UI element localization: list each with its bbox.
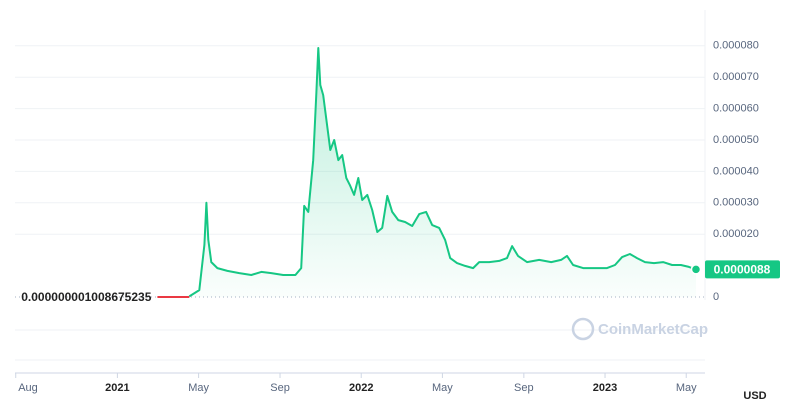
y-tick-label: 0.000040 bbox=[713, 165, 759, 177]
currency-label: USD bbox=[743, 390, 766, 402]
x-tick-label: Sep bbox=[270, 382, 290, 394]
price-line bbox=[188, 47, 697, 298]
last-price-dot bbox=[690, 264, 702, 275]
y-tick-label: 0.000070 bbox=[713, 71, 759, 83]
x-tick-label: 2021 bbox=[105, 382, 129, 394]
y-tick-label: 0.000060 bbox=[713, 103, 759, 115]
x-tick-label: May bbox=[432, 382, 453, 394]
y-tick-label: 0.000020 bbox=[713, 228, 759, 240]
x-tick-label: Sep bbox=[514, 382, 534, 394]
x-tick-label: 2022 bbox=[349, 382, 373, 394]
y-tick-label: 0.000050 bbox=[713, 134, 759, 146]
x-tick-label: 2023 bbox=[593, 382, 617, 394]
watermark-logo bbox=[571, 317, 595, 341]
last-price-badge bbox=[705, 260, 780, 279]
x-tick-label: May bbox=[676, 382, 697, 394]
watermark: CoinMarketCap bbox=[571, 317, 708, 341]
y-tick-label: 0.000080 bbox=[713, 40, 759, 52]
watermark-text: CoinMarketCap bbox=[598, 321, 708, 338]
last-price-label: 0.0000088 bbox=[714, 263, 771, 277]
y-tick-label: 0 bbox=[713, 291, 719, 303]
x-tick-label: May bbox=[188, 382, 209, 394]
x-tick-label: Aug bbox=[18, 382, 38, 394]
start-price-label: 0.000000001008675235 bbox=[21, 290, 151, 304]
y-tick-label: 0.000030 bbox=[713, 197, 759, 209]
